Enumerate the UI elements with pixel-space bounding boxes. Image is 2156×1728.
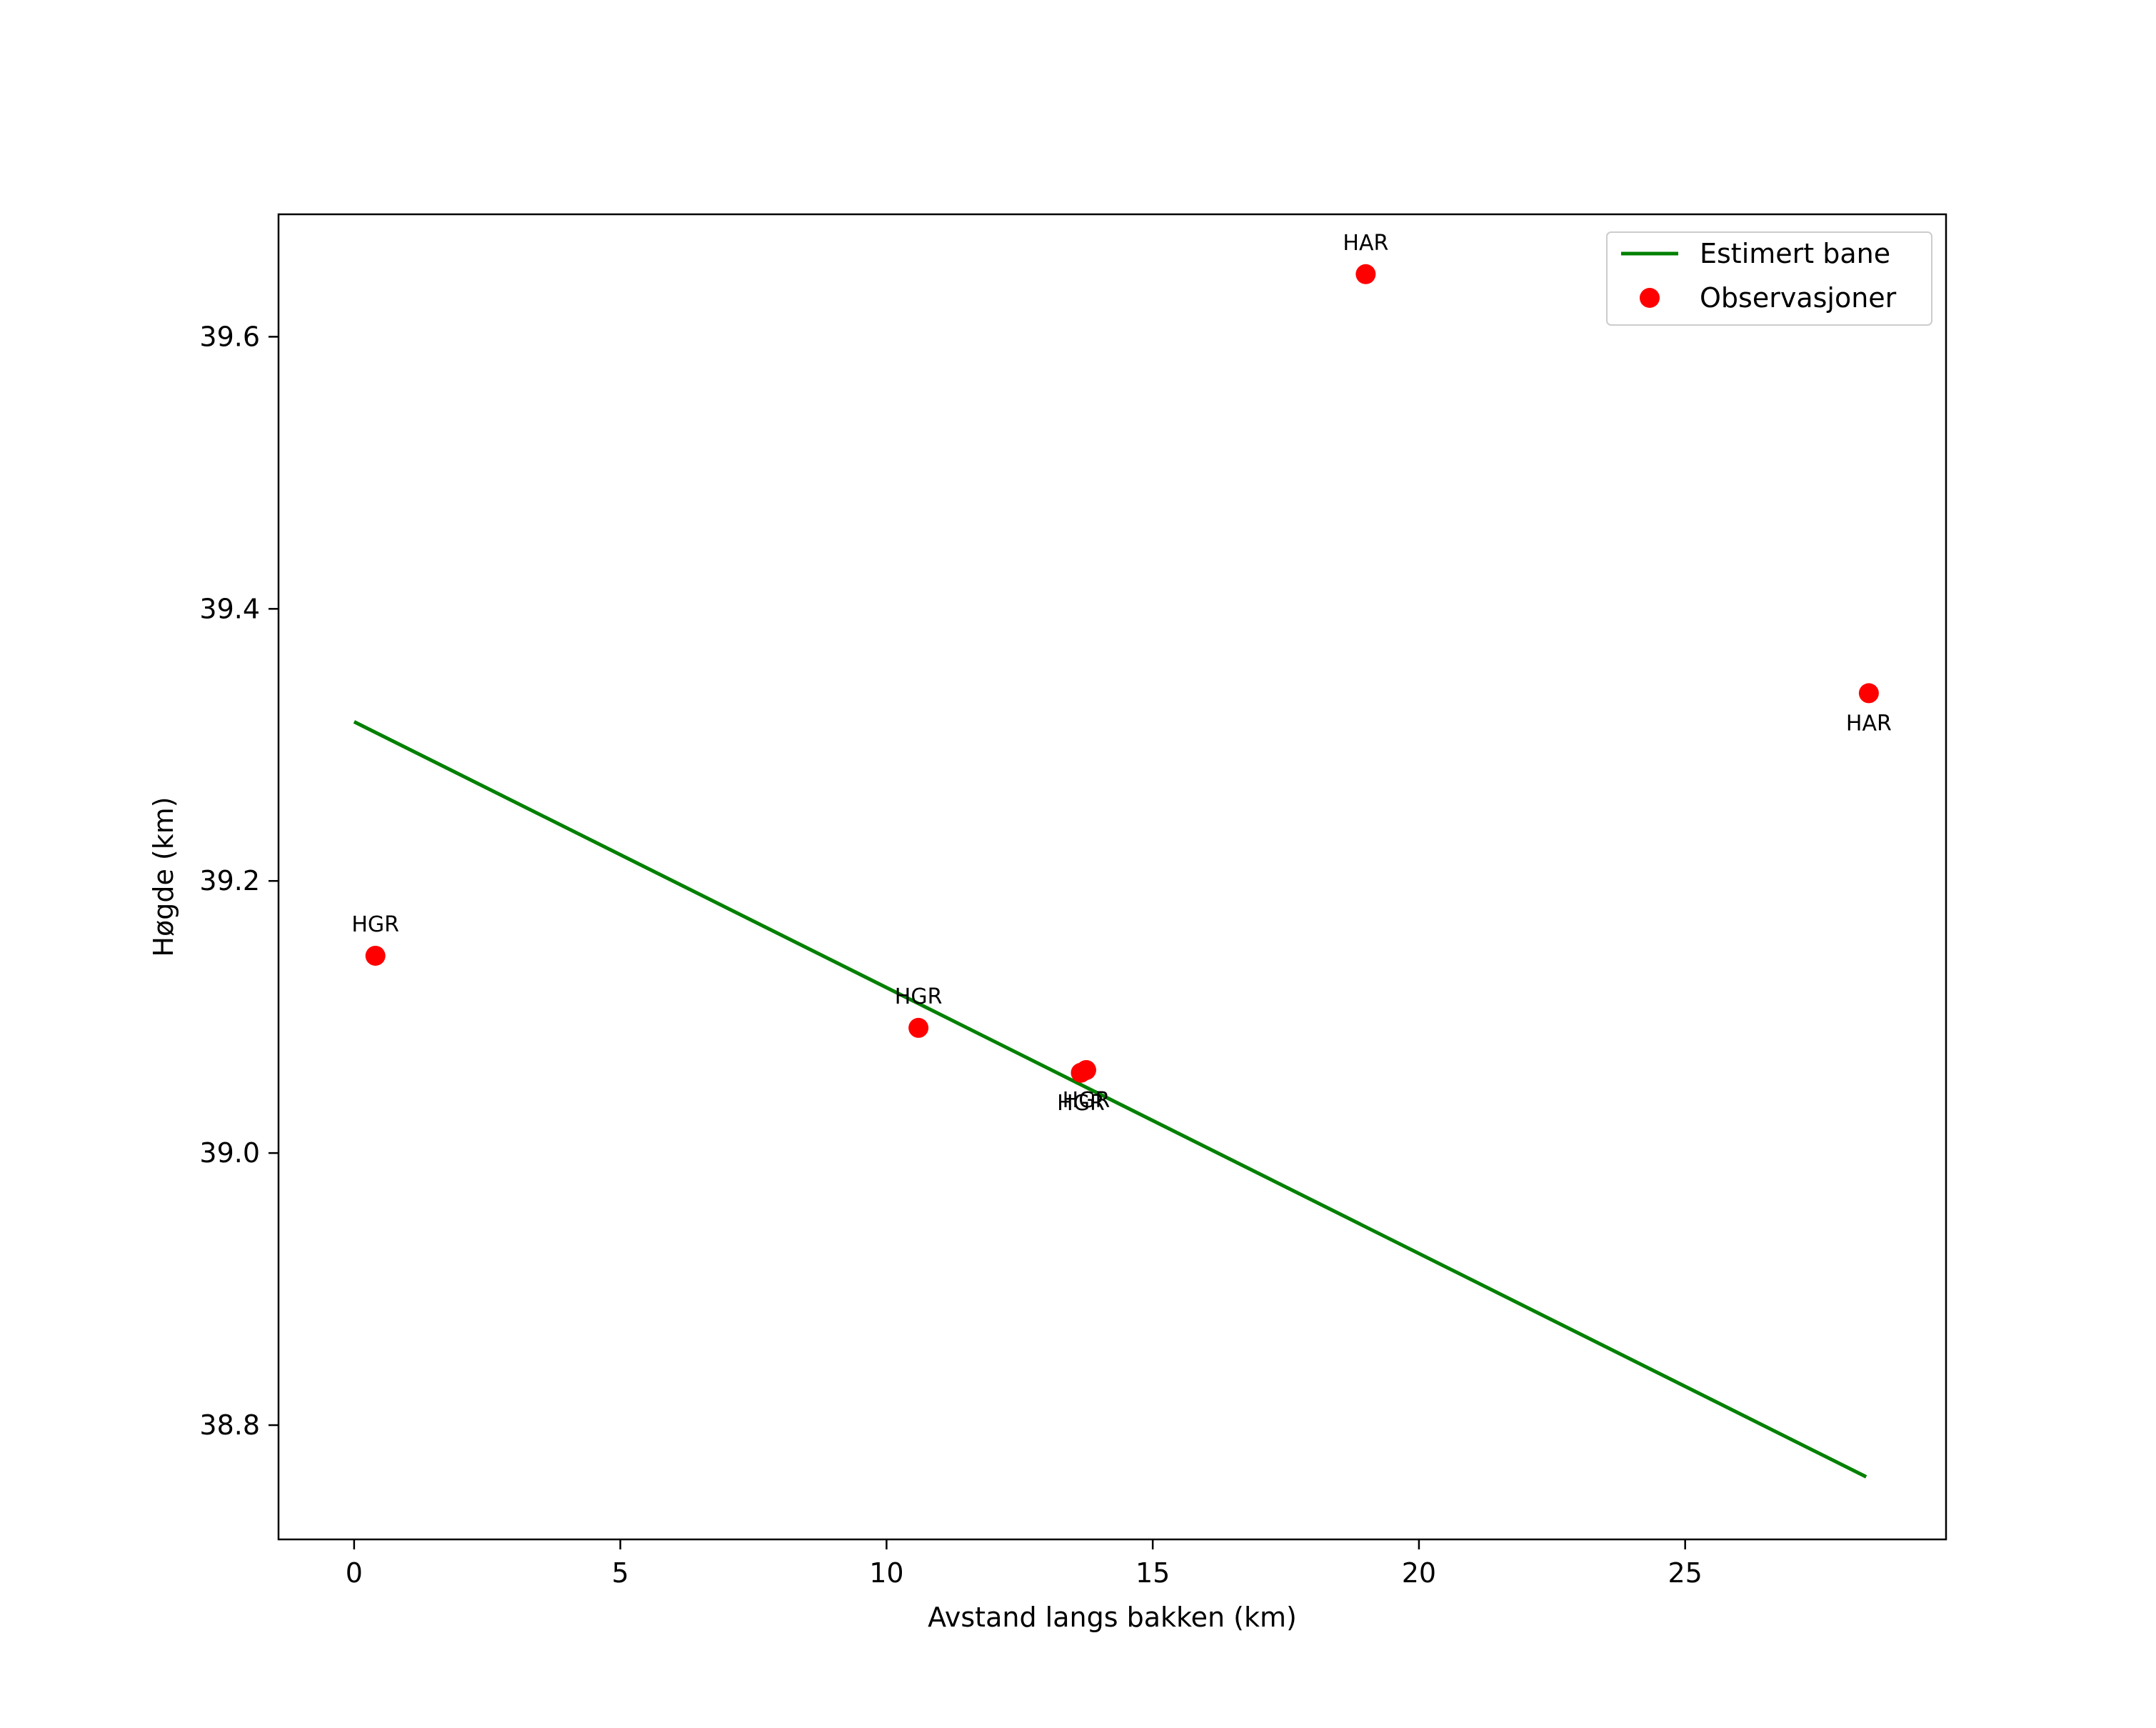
y-tick-label: 39.0 xyxy=(199,1137,260,1169)
y-tick-label: 39.6 xyxy=(199,321,260,352)
x-tick-label: 5 xyxy=(612,1557,629,1589)
observation-label: HGR xyxy=(1057,1091,1105,1116)
observation-label: HAR xyxy=(1343,231,1388,256)
x-axis-label: Avstand langs bakken (km) xyxy=(928,1602,1297,1633)
x-tick-label: 15 xyxy=(1135,1557,1170,1589)
y-tick-label: 39.2 xyxy=(199,865,260,897)
x-tick-label: 10 xyxy=(869,1557,903,1589)
x-tick-label: 0 xyxy=(346,1557,363,1589)
x-tick-label: 25 xyxy=(1668,1557,1703,1589)
y-tick-label: 38.8 xyxy=(199,1409,260,1441)
y-axis: 38.8 39.0 39.2 39.4 39.6 xyxy=(199,321,279,1441)
observation-label: HGR xyxy=(1063,1088,1110,1113)
legend: Estimert bane Observasjoner xyxy=(1606,231,1932,326)
x-axis: 0 5 10 15 20 25 xyxy=(346,1539,1703,1589)
observation-point xyxy=(1858,683,1879,704)
legend-marker-sample xyxy=(1640,288,1660,308)
observation-point xyxy=(365,945,386,966)
legend-entry-observasjoner: Observasjoner xyxy=(1700,282,1897,314)
y-axis-label: Høgde (km) xyxy=(148,796,179,957)
axes-border xyxy=(277,213,1947,1541)
observation-point xyxy=(908,1017,929,1038)
estimated-trajectory-line xyxy=(353,720,1867,1479)
observation-label: HGR xyxy=(895,984,943,1009)
observation-label: HAR xyxy=(1846,711,1892,736)
axes-frame xyxy=(277,213,1947,1541)
legend-entry-estimert-bane: Estimert bane xyxy=(1700,238,1890,269)
legend-box xyxy=(1606,231,1932,326)
observation-label: HGR xyxy=(351,912,399,937)
x-tick-label: 20 xyxy=(1402,1557,1436,1589)
observation-point xyxy=(1076,1059,1096,1080)
observation-point xyxy=(1355,264,1376,284)
y-tick-label: 39.4 xyxy=(199,593,260,624)
